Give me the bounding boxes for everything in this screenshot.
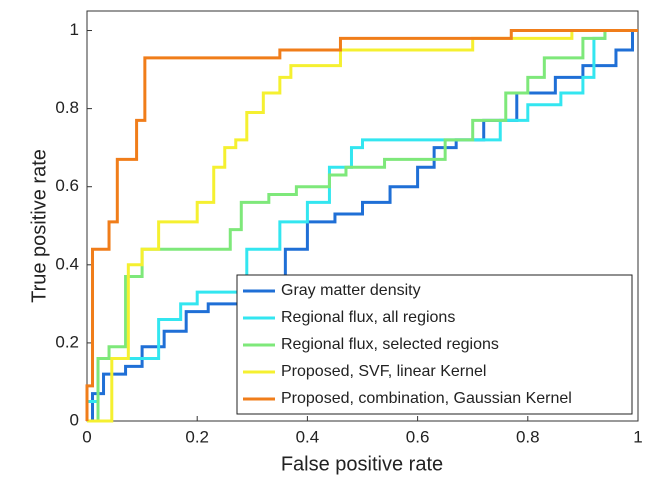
legend: Gray matter density Regional flux, all re… [236, 274, 633, 415]
x-axis-label: False positive rate [281, 453, 443, 475]
x-tick-label: 0 [82, 427, 91, 446]
y-tick-label: 0.4 [55, 254, 79, 273]
legend-label: Regional flux, selected regions [281, 336, 499, 353]
legend-label: Proposed, combination, Gaussian Kernel [281, 390, 572, 407]
legend-label: Gray matter density [281, 282, 421, 299]
x-tick-label: 0.4 [296, 427, 320, 446]
roc-curve [87, 29, 638, 423]
y-tick-label: 0 [70, 410, 79, 429]
y-tick-label: 0.2 [55, 332, 79, 351]
roc-curve [87, 29, 638, 423]
legend-label: Proposed, SVF, linear Kernel [281, 363, 486, 380]
roc-curve [85, 29, 638, 421]
y-axis-label: True positive rate [28, 149, 50, 303]
x-tick-label: 0.2 [185, 427, 209, 446]
x-tick-label: 0.8 [516, 427, 540, 446]
legend-label: Regional flux, all regions [281, 309, 455, 326]
y-tick-label: 1 [70, 20, 79, 39]
roc-curve [85, 29, 638, 421]
x-tick-label: 1 [633, 427, 642, 446]
legend-box [236, 274, 633, 415]
plot-frame [86, 10, 639, 422]
y-tick-label: 0.6 [55, 176, 79, 195]
x-tick-label: 0.6 [406, 427, 430, 446]
y-tick-label: 0.8 [55, 98, 79, 117]
